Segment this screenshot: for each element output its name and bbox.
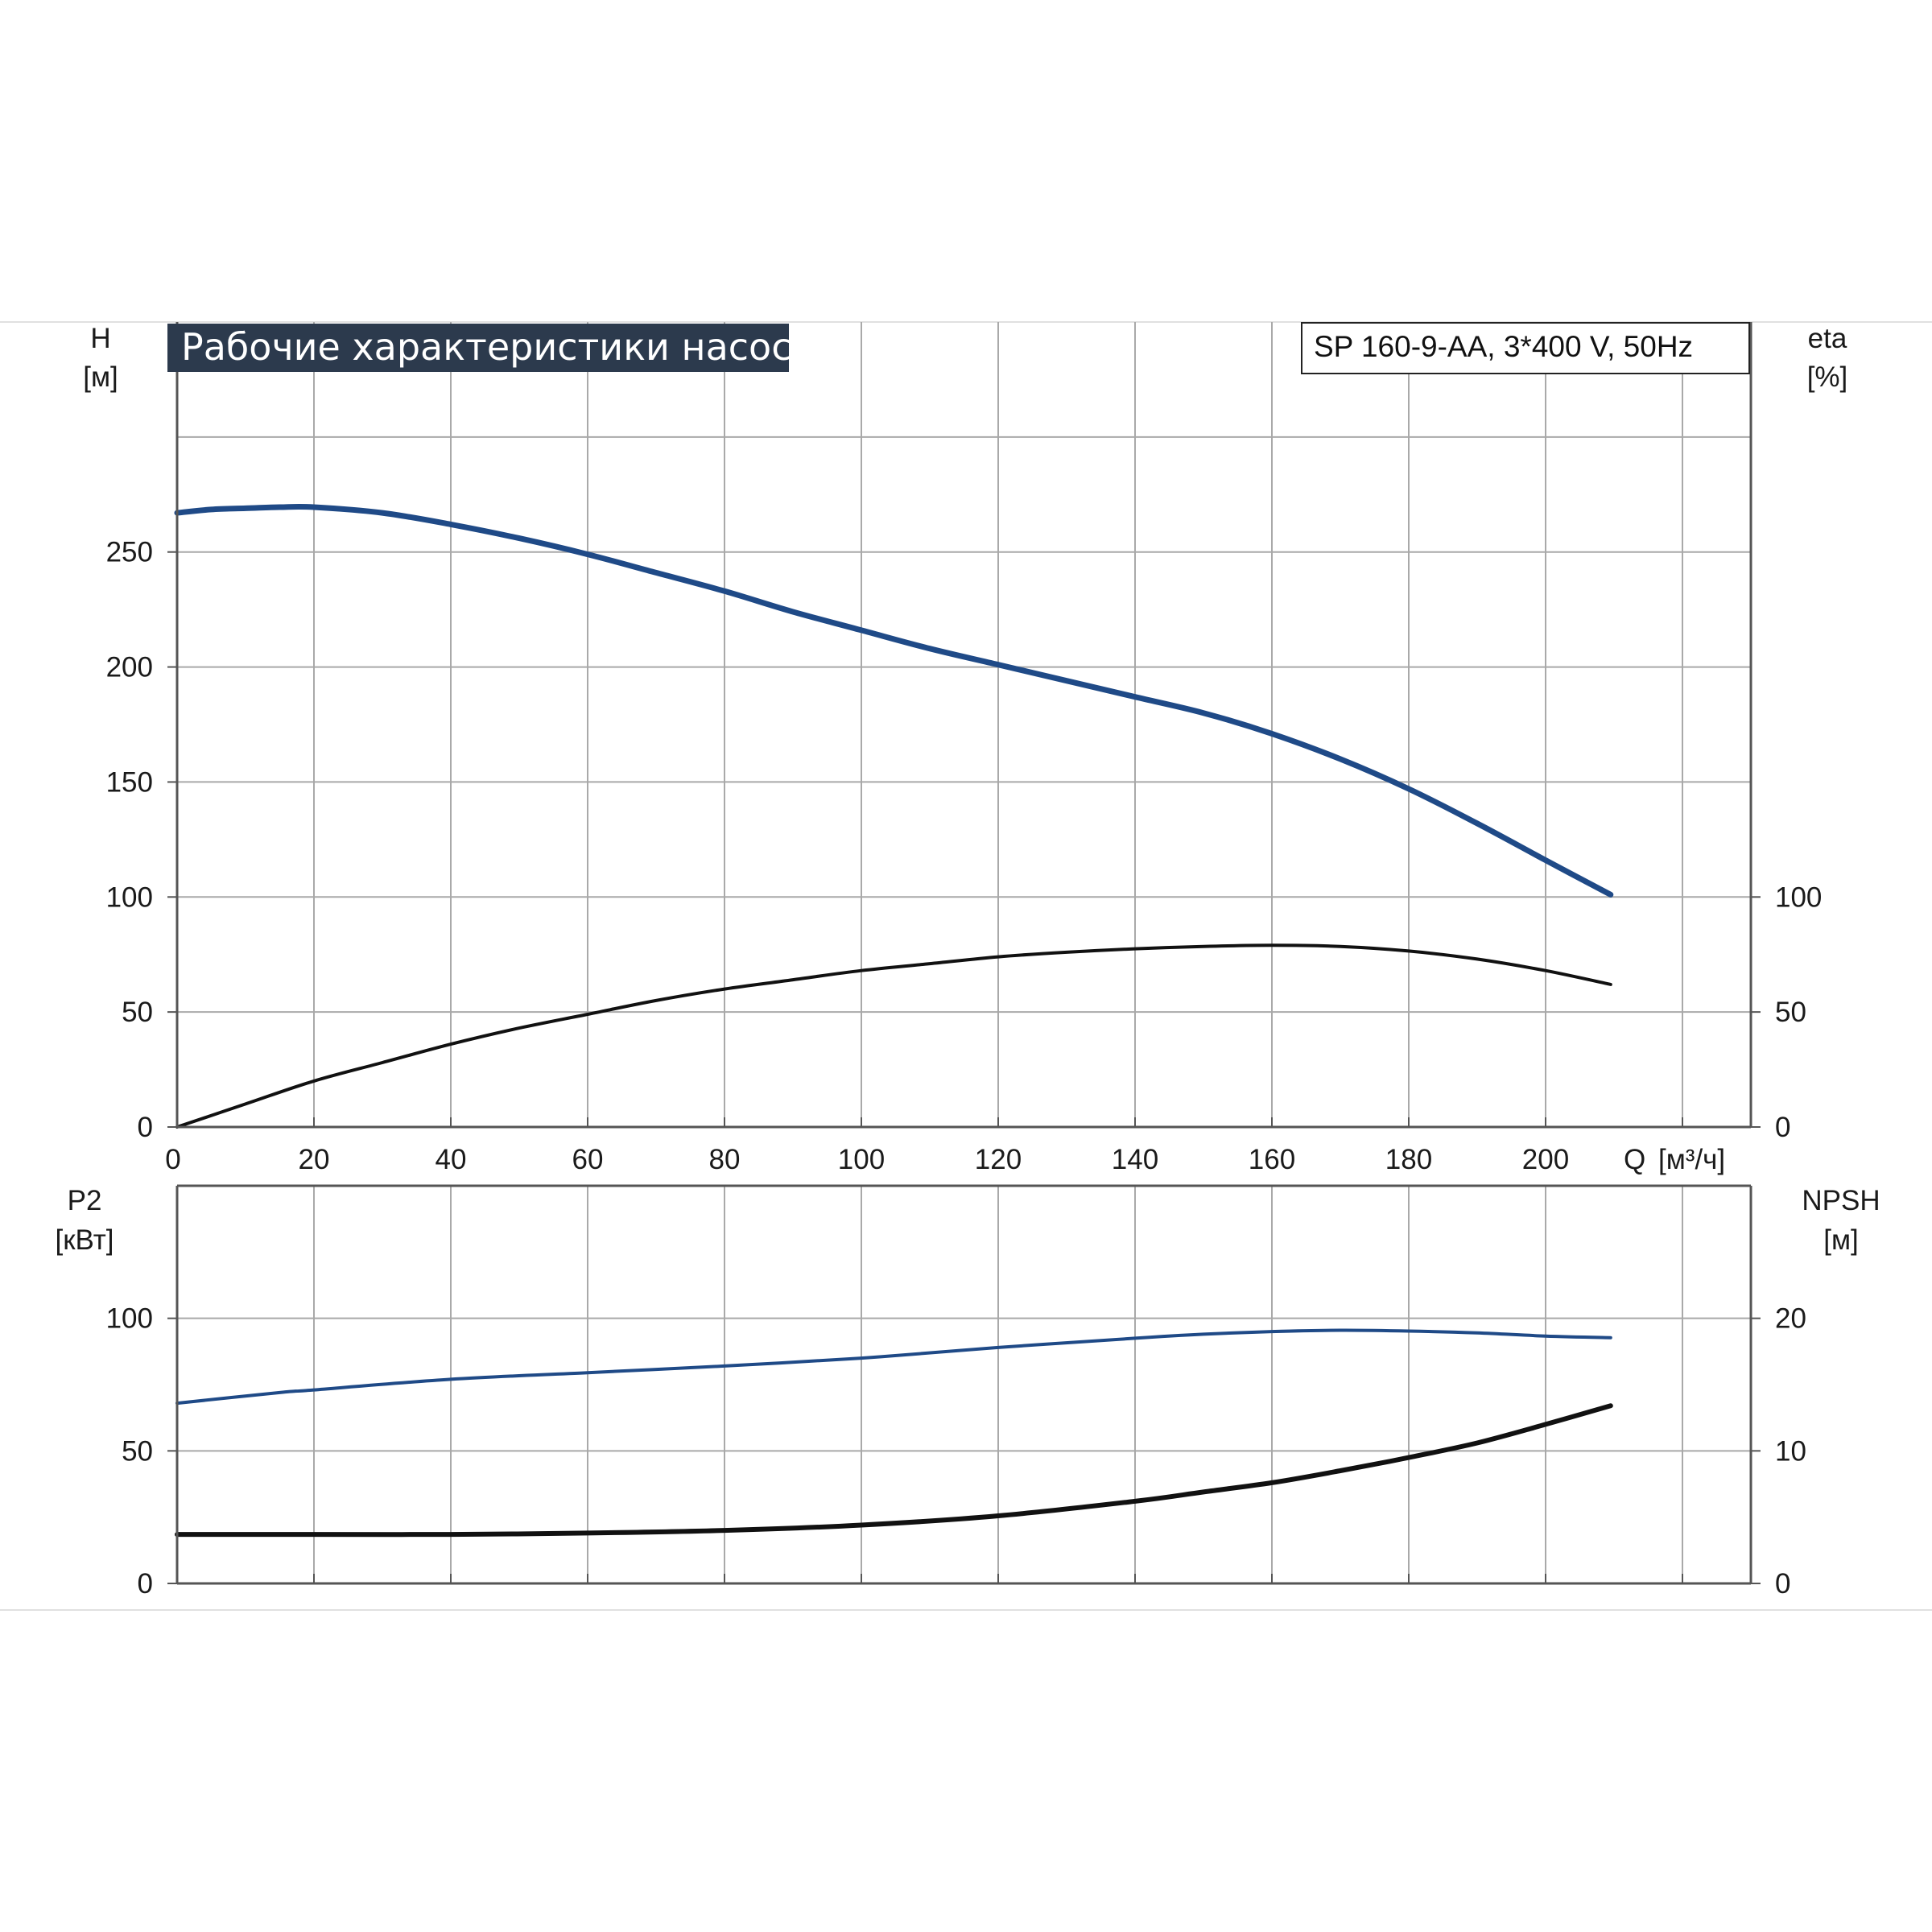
y-tick-label-right: 0 (1775, 1568, 1790, 1600)
title-box (167, 324, 789, 372)
x-tick-label: 60 (572, 1144, 604, 1175)
p2-axis-unit: [кВт] (56, 1224, 114, 1256)
y-tick-label-left: 100 (106, 1303, 153, 1335)
y-tick-label-right: 0 (1775, 1112, 1790, 1143)
x-tick-label: 80 (709, 1144, 741, 1175)
h-axis-unit: [м] (83, 361, 118, 393)
y-tick-label-left: 50 (122, 1435, 153, 1467)
x-tick-label: 100 (838, 1144, 885, 1175)
series-line-lower-right (175, 1403, 1613, 1538)
x-tick-label: 160 (1249, 1144, 1295, 1175)
y-tick-label-right: 50 (1775, 997, 1806, 1028)
lower-grid (177, 1186, 1751, 1583)
upper-curves (174, 503, 1614, 1129)
y-tick-label-left: 200 (106, 652, 153, 683)
x-tick-label: 140 (1112, 1144, 1158, 1175)
x-tick-label: 180 (1385, 1144, 1432, 1175)
y-tick-label-left: 150 (106, 766, 153, 798)
upper-frame (167, 322, 1761, 1129)
series-line-upper-right (175, 943, 1612, 1129)
q-axis-unit: [м³/ч] (1658, 1144, 1725, 1175)
model-label: SP 160-9-AA, 3*400 V, 50Hz (1314, 330, 1693, 363)
npsh-axis-label: NPSH (1802, 1185, 1880, 1216)
y-tick-label-left: 50 (122, 997, 153, 1028)
q-axis-label: Q (1624, 1144, 1645, 1175)
upper-grid (177, 322, 1751, 1127)
lower-curves (175, 1328, 1613, 1538)
series-line-upper-left (174, 503, 1614, 898)
p2-axis-label: P2 (68, 1185, 102, 1216)
model-box (1301, 322, 1750, 374)
eta-axis-unit: [%] (1807, 361, 1848, 393)
y-tick-label-right: 100 (1775, 881, 1822, 913)
chart-title: Рабочие характеристики насоса (181, 325, 815, 369)
lower-tick-labels: 0 50 100 0 10 20 (106, 1303, 1806, 1600)
x-tick-label: 40 (436, 1144, 467, 1175)
npsh-axis-unit: [м] (1823, 1224, 1859, 1256)
x-tick-label: 0 (165, 1144, 180, 1175)
x-tick-label: 20 (299, 1144, 330, 1175)
y-tick-label-left: 0 (138, 1568, 153, 1600)
y-tick-label-right: 20 (1775, 1303, 1806, 1335)
y-tick-label-right: 10 (1775, 1435, 1806, 1467)
y-tick-label-left: 250 (106, 537, 153, 568)
x-tick-label: 200 (1522, 1144, 1569, 1175)
series-line-lower-left (175, 1328, 1612, 1406)
eta-axis-label: eta (1808, 323, 1847, 354)
x-tick-label: 120 (975, 1144, 1022, 1175)
y-tick-label-left: 0 (138, 1112, 153, 1143)
y-tick-label-left: 100 (106, 881, 153, 913)
lower-frame (167, 1184, 1761, 1585)
upper-tick-labels: 0 50 100 150 200 250 0 50 100 0 20 40 60 80 100 120 140 1… (106, 537, 1823, 1175)
h-axis-label: H (90, 323, 110, 354)
